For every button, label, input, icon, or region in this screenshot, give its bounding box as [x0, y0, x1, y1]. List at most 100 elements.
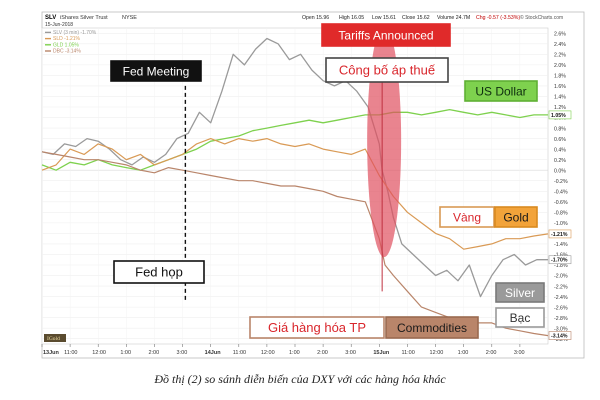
- x-tick-label: 2:00: [486, 350, 497, 356]
- y-tick-label: 0.4%: [554, 147, 566, 153]
- annotation-label: Bạc: [510, 311, 531, 325]
- x-tick-label: 3:00: [177, 350, 188, 356]
- y-tick-label: -3.2%: [554, 337, 568, 343]
- x-tick-label: 12:00: [430, 350, 444, 356]
- y-tick-label: 2.4%: [554, 42, 566, 48]
- header-stat: Open 15.96: [302, 15, 329, 21]
- header-stat: Volume 24.7M: [437, 15, 470, 21]
- y-tick-label: 2.2%: [554, 53, 566, 59]
- annotation-label: Fed Meeting: [123, 64, 190, 78]
- y-tick-label: -2.4%: [554, 295, 568, 301]
- annotation-us-dollar: US Dollar: [464, 80, 538, 102]
- annotation-cong-bo: Công bố áp thuế: [325, 57, 449, 83]
- figure-caption: Đồ thị (2) so sánh diễn biến của DXY với…: [154, 372, 446, 386]
- x-tick-label: 11:00: [401, 350, 414, 356]
- y-tick-label: 0.8%: [554, 126, 566, 132]
- end-label-box: [548, 229, 572, 239]
- annotation-gold: Gold: [494, 206, 538, 228]
- x-tick-label: 2:00: [148, 350, 159, 356]
- annotation-box: [495, 307, 545, 328]
- y-tick-label: -1.0%: [554, 221, 568, 227]
- x-tick-label: 15Jun: [373, 350, 390, 356]
- legend-entry: SLV (3 min) -1.70%: [53, 30, 97, 36]
- annotation-box: [110, 60, 202, 82]
- annotation-box: [464, 80, 538, 102]
- header-symbol: SLV: [45, 15, 56, 21]
- header-date: 15-Jun-2018: [45, 22, 73, 28]
- annotations: Fed Meeting Tariffs Announced Công bố áp t…: [110, 23, 545, 339]
- end-labels: 1.05% -1.21% -1.70% -3.14% IGold: [44, 110, 572, 342]
- annotation-box: [495, 282, 545, 303]
- annotation-commodities: Commodities: [385, 316, 479, 339]
- x-tick-label: 12:00: [261, 350, 275, 356]
- grid: [41, 28, 548, 344]
- y-tick-label: -3.0%: [554, 326, 568, 332]
- annotation-silver: Silver: [495, 282, 545, 303]
- x-tick-label: 11:00: [64, 350, 77, 356]
- x-tick-label: 12:00: [92, 350, 106, 356]
- annotation-box: [385, 316, 479, 339]
- annotation-box: [249, 316, 385, 339]
- annotation-label: Silver: [505, 286, 535, 300]
- event-markers: [184, 25, 402, 302]
- y-tick-label: 2.6%: [554, 31, 566, 37]
- x-tick-label: 14Jun: [205, 350, 222, 356]
- series-line-orange: [41, 138, 549, 250]
- y-tick-label: 1.4%: [554, 95, 566, 101]
- annotation-label: Commodities: [397, 321, 467, 335]
- y-tick-label: 0.0%: [554, 168, 566, 174]
- y-tick-label: 1.8%: [554, 74, 566, 80]
- x-tick-label: 1:00: [458, 350, 469, 356]
- y-tick-label: -2.2%: [554, 284, 568, 290]
- end-label-box: [548, 331, 572, 340]
- x-tick-label: 3:00: [514, 350, 525, 356]
- annotation-label: Tariffs Announced: [338, 28, 433, 42]
- y-tick-label: 1.2%: [554, 105, 566, 111]
- tariffs-highlight: [367, 25, 402, 258]
- watermark-text: IGold: [47, 336, 60, 342]
- header-stat: Close 15.62: [402, 15, 430, 21]
- watermark-box: [44, 334, 66, 342]
- header-name: iShares Silver Trust: [60, 15, 108, 21]
- annotation-box: [325, 57, 449, 83]
- y-tick-label: -0.4%: [554, 189, 568, 195]
- x-tick-label: 1:00: [120, 350, 131, 356]
- x-tick-label: 3:00: [345, 350, 356, 356]
- annotation-box: [439, 206, 495, 228]
- annotation-box: [321, 23, 451, 47]
- y-tick-label: 0.6%: [554, 137, 566, 143]
- annotation-fed-meeting: Fed Meeting: [110, 60, 202, 82]
- y-tick-label: -0.2%: [554, 179, 568, 185]
- header-stat: Low 15.61: [372, 15, 396, 21]
- annotation-label: Vàng: [453, 210, 481, 224]
- legend-entry: DBC -3.14%: [53, 49, 81, 55]
- annotation-gia-hang-hoa: Giá hàng hóa TP: [249, 316, 385, 339]
- x-tick-label: 2:00: [317, 350, 328, 356]
- chart-header: SLV iShares Silver Trust NYSE 15-Jun-2018 Op…: [45, 14, 563, 28]
- header-stat: Chg -0.57 (-3.53%): [476, 15, 520, 21]
- legend-entry: SLD -1.21%: [53, 36, 81, 42]
- legend: SLV (3 min) -1.70%SLD -1.21%GLD 1.05%DBC…: [45, 30, 97, 55]
- x-axis: 13Jun 11:00 12:00 1:00 2:00 3:00 14Jun 11:00 12:…: [41, 344, 525, 356]
- header-exchange: NYSE: [122, 15, 137, 21]
- series-line-green: [41, 108, 548, 171]
- x-tick-label: 1:00: [289, 350, 300, 356]
- end-label-box: [548, 255, 572, 265]
- end-label: -3.14%: [551, 334, 568, 340]
- end-label: -1.70%: [551, 258, 568, 264]
- annotation-vang: Vàng: [439, 206, 495, 228]
- header-stat: High 16.05: [339, 15, 364, 21]
- series-line-gray: [41, 37, 548, 298]
- y-tick-label: 1.6%: [554, 84, 566, 90]
- annotation-label: US Dollar: [475, 84, 526, 98]
- y-tick-label: -2.6%: [554, 305, 568, 311]
- legend-entry: GLD 1.05%: [53, 42, 79, 48]
- header-source: © StockCharts.com: [520, 14, 563, 21]
- end-label-box: [548, 110, 572, 120]
- annotation-box: [113, 260, 205, 284]
- annotation-box: [494, 206, 538, 228]
- annotation-label: Gold: [503, 210, 528, 224]
- annotation-bac: Bạc: [495, 307, 545, 328]
- y-tick-label: -2.8%: [554, 316, 568, 322]
